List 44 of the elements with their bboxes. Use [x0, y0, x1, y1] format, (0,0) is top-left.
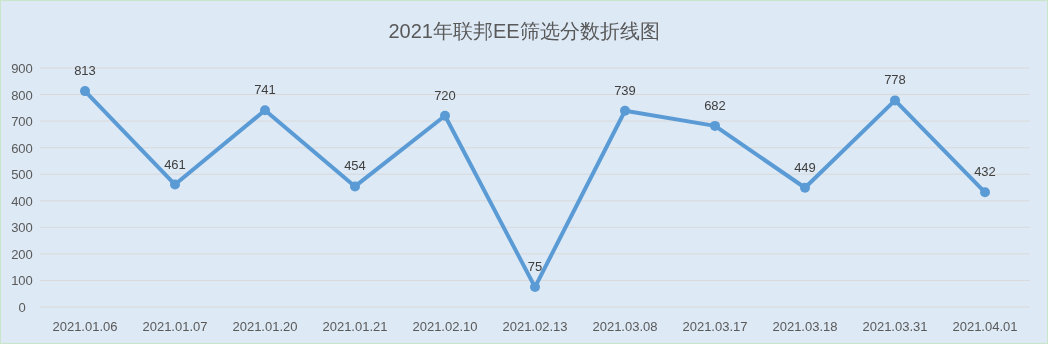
- data-label: 739: [614, 82, 636, 98]
- y-tick-label: 200: [11, 246, 33, 262]
- x-tick-label: 2021.01.06: [52, 319, 118, 334]
- y-tick-label: 0: [18, 300, 26, 315]
- data-label: 461: [164, 156, 186, 172]
- x-tick-label: 2021.03.18: [772, 319, 838, 334]
- data-label: 449: [794, 159, 816, 175]
- y-tick-label: 700: [11, 114, 33, 130]
- point: [260, 105, 270, 116]
- y-tick-label: 600: [11, 140, 33, 156]
- y-tick-label: 100: [11, 273, 33, 289]
- point: [170, 179, 180, 190]
- point: [800, 182, 810, 193]
- data-label: 432: [974, 164, 996, 180]
- x-tick-label: 2021.01.21: [322, 319, 388, 334]
- x-tick-label: 2021.03.31: [862, 319, 928, 334]
- point: [890, 95, 900, 106]
- point: [440, 110, 450, 121]
- x-tick-label: 2021.01.07: [142, 319, 208, 334]
- x-tick-label: 2021.04.01: [952, 319, 1018, 334]
- x-tick-label: 2021.03.17: [682, 319, 748, 334]
- y-tick-label: 500: [11, 167, 33, 183]
- data-label: 741: [254, 82, 276, 98]
- data-label: 720: [434, 87, 456, 103]
- data-label: 813: [74, 63, 96, 79]
- point: [530, 282, 540, 293]
- x-tick-label: 2021.02.10: [412, 319, 478, 334]
- y-tick-label: 800: [11, 87, 33, 103]
- x-tick-label: 2021.01.20: [232, 319, 298, 334]
- data-label: 682: [704, 97, 726, 113]
- chart-title: 2021年联邦EE筛选分数折线图: [388, 20, 660, 42]
- point: [350, 181, 360, 192]
- point: [620, 105, 630, 116]
- y-tick-label: 300: [11, 220, 33, 236]
- x-tick-label: 2021.03.08: [592, 319, 658, 334]
- point: [710, 120, 720, 131]
- data-label: 75: [527, 259, 543, 275]
- point: [980, 187, 990, 198]
- point: [80, 86, 90, 97]
- data-label: 778: [884, 72, 906, 88]
- y-tick-label: 400: [11, 193, 33, 209]
- data-label: 454: [344, 158, 366, 174]
- x-tick-label: 2021.02.13: [502, 319, 568, 334]
- y-tick-label: 900: [11, 61, 33, 76]
